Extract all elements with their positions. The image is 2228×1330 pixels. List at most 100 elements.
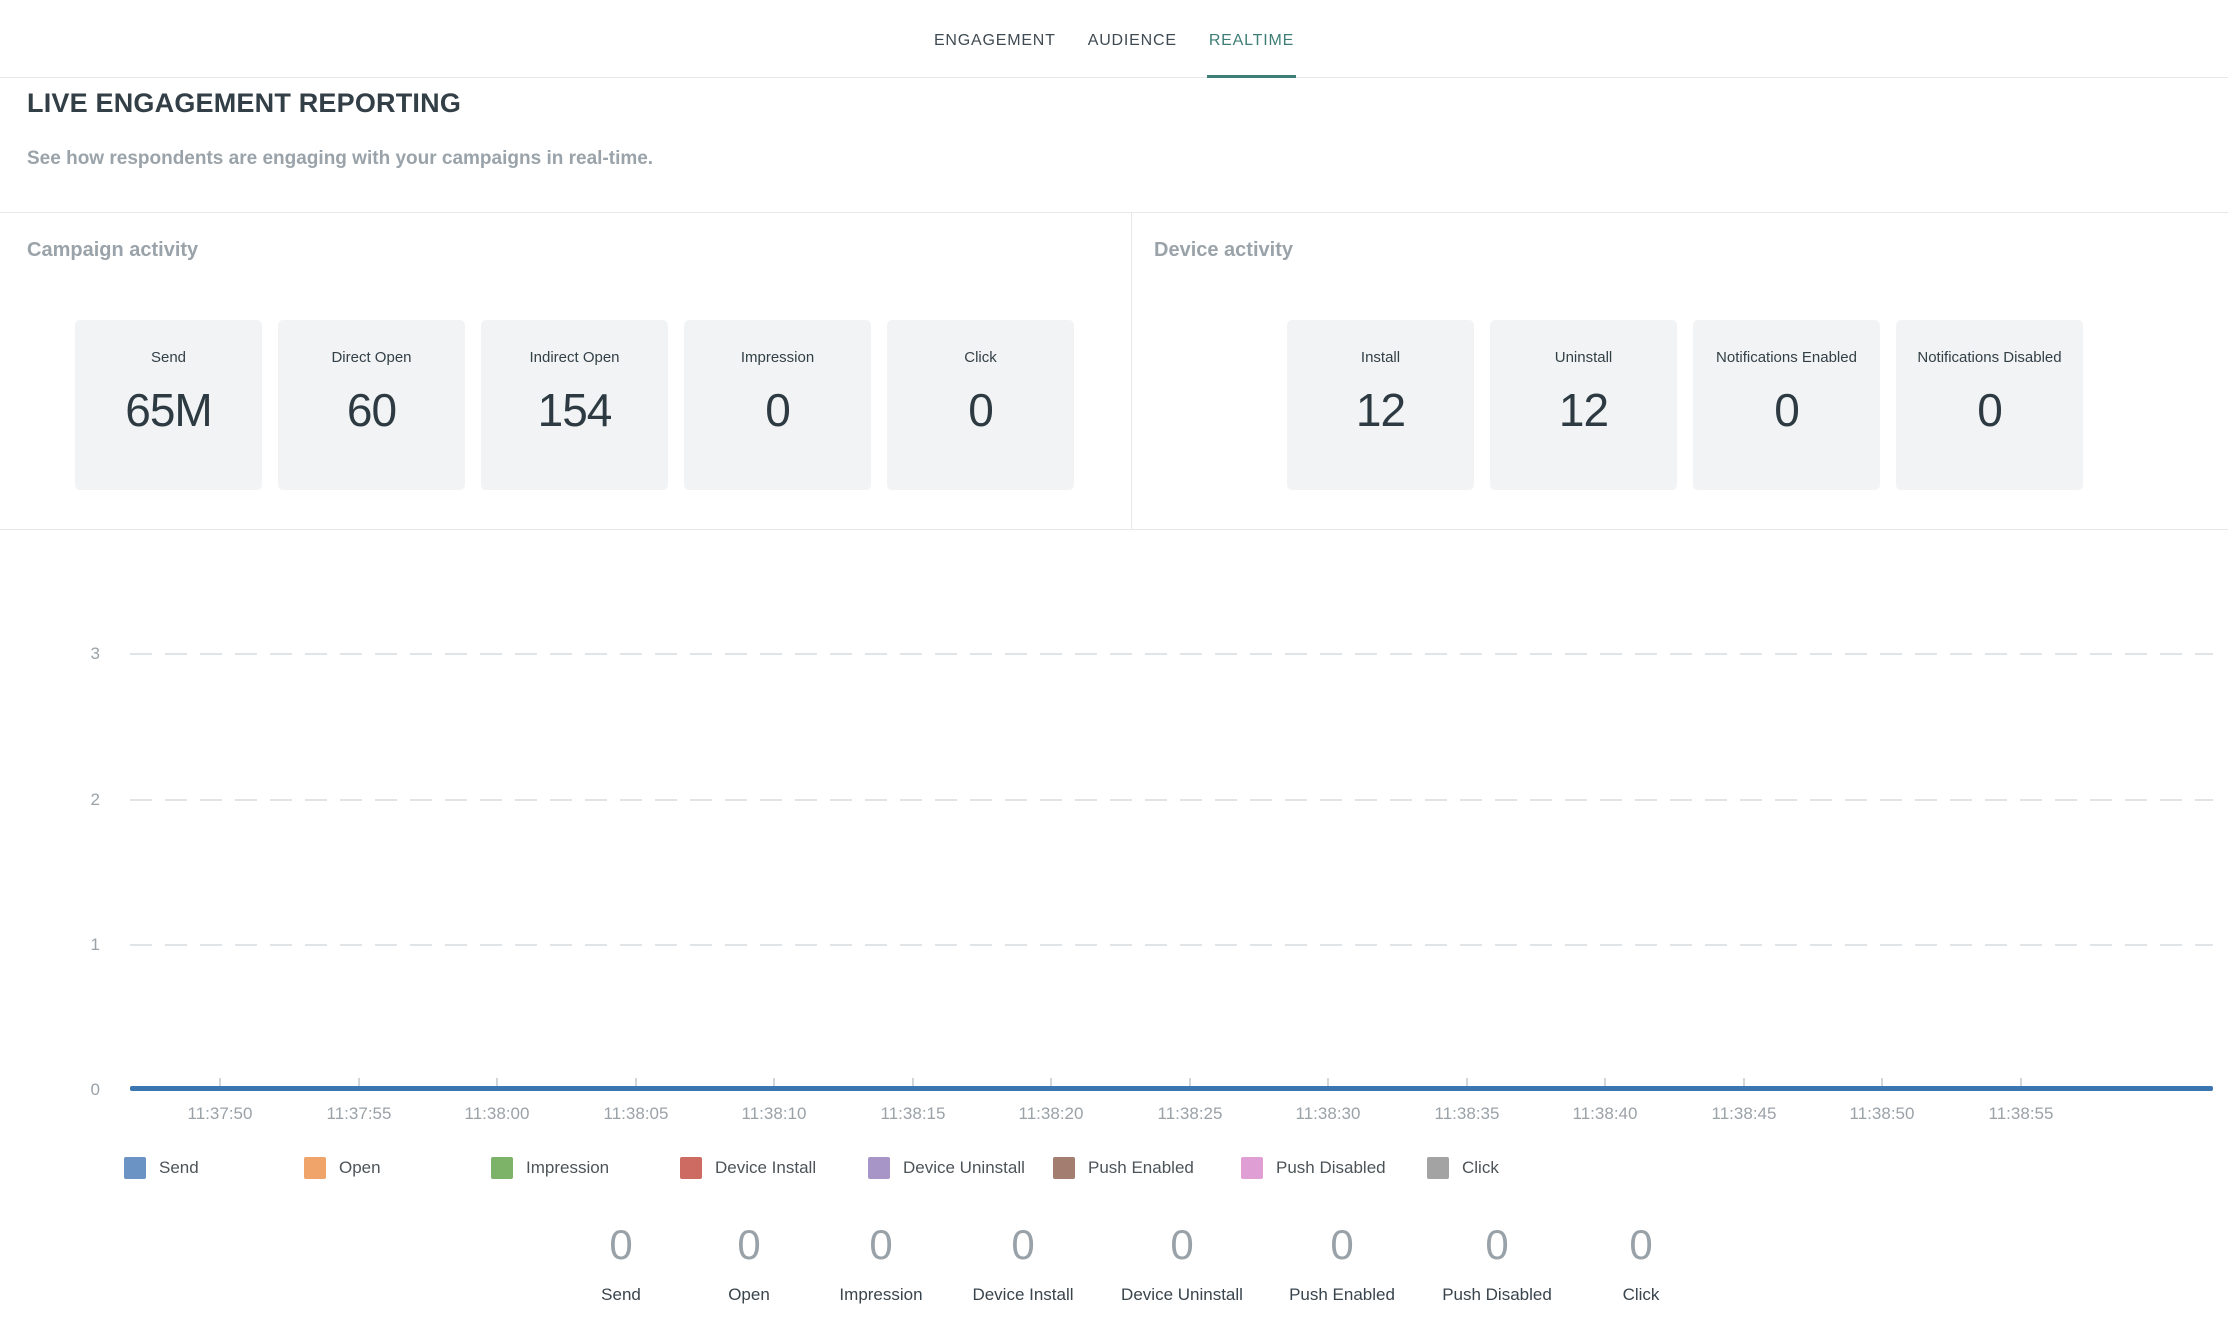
realtime-line-chart: 3 2 1 0 11:37:50 11:37:55 11:38:00 11:38… — [0, 530, 2228, 1330]
stat-card-click: Click 0 — [887, 320, 1074, 490]
stat-value: 0 — [887, 383, 1074, 437]
legend-item-device-uninstall[interactable]: Device Uninstall — [868, 1157, 1025, 1179]
stat-label: Send — [75, 349, 262, 366]
legend-item-click[interactable]: Click — [1427, 1157, 1499, 1179]
y-axis-label: 2 — [30, 790, 100, 810]
legend-item-send[interactable]: Send — [124, 1157, 199, 1179]
report-tabbar: ENGAGEMENT AUDIENCE REALTIME — [0, 0, 2228, 78]
legend-swatch-send — [124, 1157, 146, 1179]
counter-value: 0 — [972, 1222, 1073, 1268]
x-axis-label: 11:38:35 — [1435, 1104, 1500, 1124]
counter-value: 0 — [839, 1222, 922, 1268]
y-axis-label: 1 — [30, 935, 100, 955]
legend-swatch-device-install — [680, 1157, 702, 1179]
x-axis-label: 11:38:55 — [1989, 1104, 2054, 1124]
stat-label: Install — [1287, 349, 1474, 366]
stat-label: Impression — [684, 349, 871, 366]
legend-label: Impression — [526, 1158, 609, 1178]
counter-label: Impression — [839, 1285, 922, 1305]
stat-label: Direct Open — [278, 349, 465, 366]
counter-push-disabled: 0 Push Disabled — [1442, 1222, 1552, 1305]
stat-value: 0 — [1693, 383, 1880, 437]
counter-label: Device Install — [972, 1285, 1073, 1305]
x-axis-label: 11:38:30 — [1296, 1104, 1361, 1124]
device-activity-title: Device activity — [1154, 239, 1293, 262]
legend-swatch-push-disabled — [1241, 1157, 1263, 1179]
counter-device-install: 0 Device Install — [972, 1222, 1073, 1305]
counter-label: Push Enabled — [1289, 1285, 1395, 1305]
legend-item-impression[interactable]: Impression — [491, 1157, 609, 1179]
x-axis-label: 11:38:50 — [1850, 1104, 1915, 1124]
counter-label: Send — [601, 1285, 641, 1305]
page-title: LIVE ENGAGEMENT REPORTING — [27, 88, 461, 119]
counter-value: 0 — [1623, 1222, 1660, 1268]
gridline-2 — [130, 799, 2213, 801]
counter-label: Push Disabled — [1442, 1285, 1552, 1305]
stat-value: 65M — [75, 383, 262, 437]
device-activity-section: Device activity Install 12 Uninstall 12 … — [1133, 213, 2228, 529]
page-subtitle: See how respondents are engaging with yo… — [27, 148, 653, 170]
stat-label: Uninstall — [1490, 349, 1677, 366]
counter-impression: 0 Impression — [839, 1222, 922, 1305]
stat-value: 12 — [1287, 383, 1474, 437]
gridline-1 — [130, 944, 2213, 946]
x-axis-label: 11:37:55 — [327, 1104, 392, 1124]
stat-value: 12 — [1490, 383, 1677, 437]
legend-item-push-disabled[interactable]: Push Disabled — [1241, 1157, 1386, 1179]
legend-item-push-enabled[interactable]: Push Enabled — [1053, 1157, 1194, 1179]
x-axis-label: 11:38:15 — [881, 1104, 946, 1124]
stat-card-send: Send 65M — [75, 320, 262, 490]
counter-label: Open — [728, 1285, 770, 1305]
stat-value: 0 — [1896, 383, 2083, 437]
legend-swatch-device-uninstall — [868, 1157, 890, 1179]
counter-push-enabled: 0 Push Enabled — [1289, 1222, 1395, 1305]
legend-label: Push Disabled — [1276, 1158, 1386, 1178]
counter-value: 0 — [1289, 1222, 1395, 1268]
counter-open: 0 Open — [728, 1222, 770, 1305]
x-axis-label: 11:38:45 — [1712, 1104, 1777, 1124]
send-series-line — [130, 1086, 2213, 1091]
stat-card-uninstall: Uninstall 12 — [1490, 320, 1677, 490]
legend-label: Open — [339, 1158, 381, 1178]
legend-swatch-open — [304, 1157, 326, 1179]
legend-swatch-click — [1427, 1157, 1449, 1179]
realtime-reporting-page: ENGAGEMENT AUDIENCE REALTIME LIVE ENGAGE… — [0, 0, 2228, 1330]
activity-sections: Campaign activity Send 65M Direct Open 6… — [0, 212, 2228, 530]
gridline-3 — [130, 653, 2213, 655]
counter-value: 0 — [728, 1222, 770, 1268]
tab-engagement[interactable]: ENGAGEMENT — [932, 0, 1058, 78]
campaign-activity-title: Campaign activity — [27, 239, 198, 262]
stat-card-notifications-disabled: Notifications Disabled 0 — [1896, 320, 2083, 490]
stat-label: Click — [887, 349, 1074, 366]
counter-value: 0 — [1442, 1222, 1552, 1268]
stat-label: Notifications Disabled — [1896, 349, 2083, 366]
legend-label: Click — [1462, 1158, 1499, 1178]
campaign-cards-row: Send 65M Direct Open 60 Indirect Open 15… — [75, 320, 1074, 490]
legend-item-device-install[interactable]: Device Install — [680, 1157, 816, 1179]
stat-value: 0 — [684, 383, 871, 437]
stat-label: Indirect Open — [481, 349, 668, 366]
device-cards-row: Install 12 Uninstall 12 Notifications En… — [1287, 320, 2083, 490]
x-axis-label: 11:37:50 — [188, 1104, 253, 1124]
stat-label: Notifications Enabled — [1693, 349, 1880, 366]
counter-value: 0 — [1121, 1222, 1243, 1268]
x-axis-label: 11:38:20 — [1019, 1104, 1084, 1124]
x-axis-label: 11:38:05 — [604, 1104, 669, 1124]
stat-card-notifications-enabled: Notifications Enabled 0 — [1693, 320, 1880, 490]
legend-label: Send — [159, 1158, 199, 1178]
stat-card-indirect-open: Indirect Open 154 — [481, 320, 668, 490]
counter-label: Click — [1623, 1285, 1660, 1305]
stat-value: 60 — [278, 383, 465, 437]
chart-legend: Send Open Impression Device Install Devi… — [0, 1157, 2228, 1183]
campaign-activity-section: Campaign activity Send 65M Direct Open 6… — [0, 213, 1132, 529]
x-axis-label: 11:38:10 — [742, 1104, 807, 1124]
counter-send: 0 Send — [601, 1222, 641, 1305]
tab-audience[interactable]: AUDIENCE — [1086, 0, 1179, 78]
legend-label: Device Uninstall — [903, 1158, 1025, 1178]
live-counters: 0 Send 0 Open 0 Impression 0 Device Inst… — [0, 1222, 2228, 1330]
legend-label: Device Install — [715, 1158, 816, 1178]
tab-realtime[interactable]: REALTIME — [1207, 0, 1296, 78]
legend-item-open[interactable]: Open — [304, 1157, 381, 1179]
stat-value: 154 — [481, 383, 668, 437]
stat-card-impression: Impression 0 — [684, 320, 871, 490]
